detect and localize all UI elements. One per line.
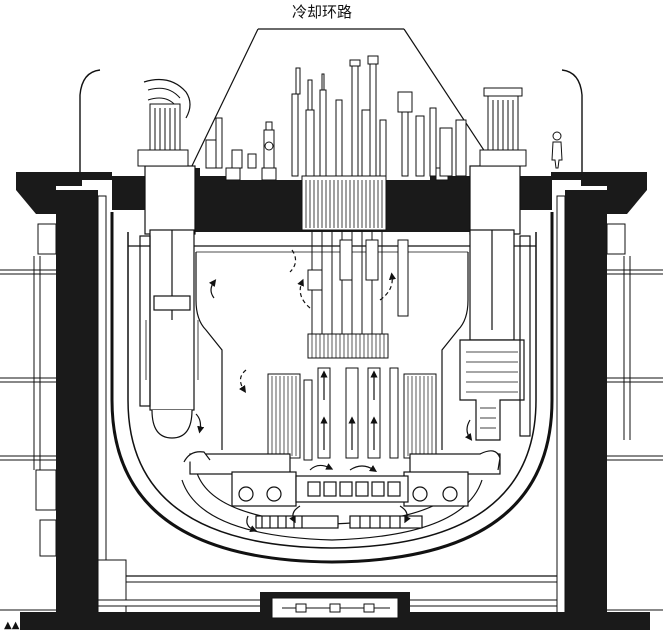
vessel-inner-wall xyxy=(127,232,537,549)
callout-label: 冷却环路 xyxy=(292,3,352,21)
top-shield-deck xyxy=(112,165,552,235)
right-shield-wall xyxy=(565,190,607,615)
reactor-core xyxy=(267,230,437,461)
right-floor-slab xyxy=(581,172,647,214)
left-heat-exchanger xyxy=(139,229,199,439)
right-external-piping xyxy=(606,223,663,611)
foundation xyxy=(20,559,650,630)
top-mechanisms xyxy=(137,55,563,177)
vessel-outer-wall xyxy=(110,212,554,564)
vessel-walls xyxy=(56,190,607,617)
left-shield-wall xyxy=(56,190,98,615)
left-external-piping: ▲▲ xyxy=(0,223,57,631)
dome-outline xyxy=(79,69,583,175)
floor-slabs xyxy=(16,172,647,214)
right-heat-exchanger xyxy=(459,229,531,441)
svg-text:▲▲: ▲▲ xyxy=(4,620,20,631)
flow-arrows xyxy=(195,249,473,533)
left-floor-slab xyxy=(16,172,82,214)
core-support-structure xyxy=(183,450,501,529)
